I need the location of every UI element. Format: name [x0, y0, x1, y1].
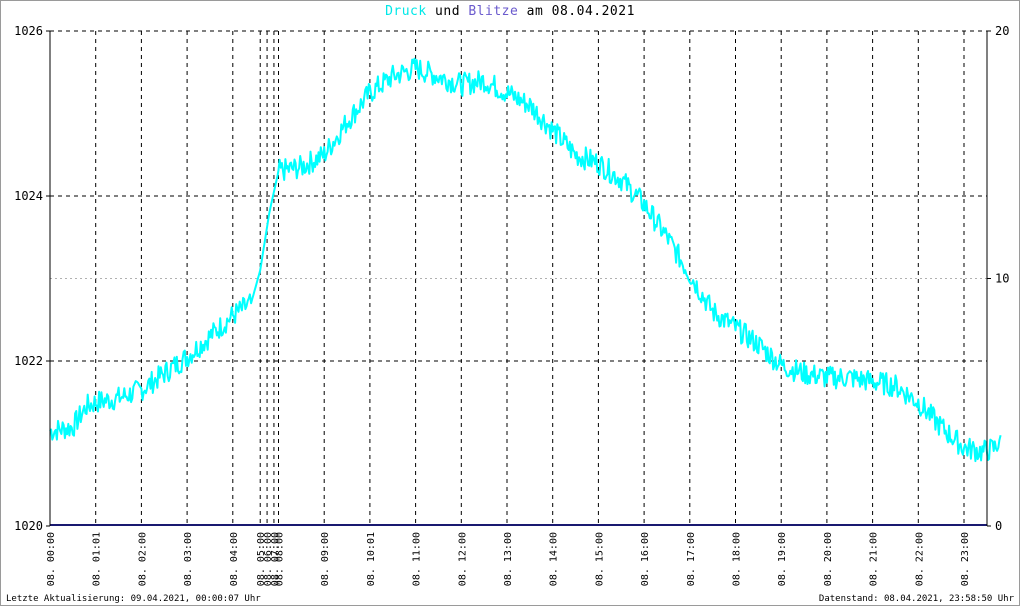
x-tick-label: 08. 13:00: [503, 532, 514, 586]
grid-layer: [50, 30, 987, 526]
last-update-text: Letzte Aktualisierung: 09.04.2021, 00:00…: [6, 594, 261, 604]
x-tick-label: 08. 16:00: [640, 532, 651, 586]
x-tick-label: 08. 21:00: [869, 532, 880, 586]
x-tick-label: 08. 17:00: [686, 532, 697, 586]
x-tick-label: 08. 12:00: [457, 532, 468, 586]
x-tick-label: 08. 08:00: [275, 532, 286, 586]
x-tick-label: 08. 15:00: [594, 532, 605, 586]
left-tick-label: 1020: [14, 519, 43, 533]
series-layer: [49, 57, 1002, 526]
left-tick-label: 1026: [14, 24, 43, 38]
x-tick-label: 08. 18:00: [732, 532, 743, 586]
title-druck: Druck: [385, 4, 427, 19]
x-tick-label: 08. 09:00: [320, 532, 331, 586]
data-status-text: Datenstand: 08.04.2021, 23:58:50 Uhr: [818, 594, 1014, 604]
x-tick-label: 08. 10:01: [366, 532, 377, 586]
x-tick-label: 08. 11:00: [412, 532, 423, 586]
x-tick-label: 08. 03:00: [183, 532, 194, 586]
right-tick-label: 0: [995, 519, 1002, 533]
x-tick-label: 08. 14:00: [549, 532, 560, 586]
chart-title: Druck und Blitze am 08.04.2021: [0, 4, 1020, 19]
title-blitze: Blitze: [468, 4, 519, 19]
right-tick-label: 20: [995, 24, 1009, 38]
left-tick-label: 1024: [14, 189, 43, 203]
x-tick-label: 08. 06:00: [263, 532, 274, 586]
x-tick-label: 08. 04:00: [229, 532, 240, 586]
title-date: 08.04.2021: [551, 4, 635, 19]
x-tick-label: 08. 05:00: [256, 532, 267, 586]
x-tick-label: 08. 23:00: [960, 532, 971, 586]
axis-layer: [46, 30, 991, 527]
x-tick-label: 08. 00:00: [46, 532, 57, 586]
x-tick-label: 08. 02:00: [137, 532, 148, 586]
title-am: am: [526, 4, 544, 19]
x-tick-label: 08. 07:00: [270, 532, 281, 586]
right-tick-label: 10: [995, 272, 1009, 286]
x-tick-label: 08. 19:00: [777, 532, 788, 586]
x-tick-label: 08. 20:00: [823, 532, 834, 586]
x-tick-label: 08. 01:01: [92, 532, 103, 586]
title-und: und: [435, 4, 461, 19]
x-tick-label: 08. 22:00: [914, 532, 925, 586]
series-line-druck: [49, 57, 1002, 463]
left-tick-label: 1022: [14, 354, 43, 368]
